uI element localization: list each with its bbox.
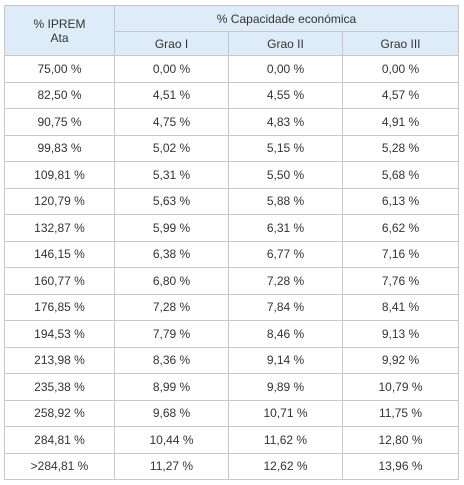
grade-3-cell: 5,28 % [341, 134, 460, 162]
grade-2-cell: 5,15 % [228, 134, 343, 162]
table-row: 90,75 % 4,75 % 4,83 % 4,91 % [4, 108, 460, 136]
grade-2-cell: 4,83 % [228, 108, 343, 136]
header-row-sub: Grao I Grao II Grao III [5, 31, 460, 56]
grade-3-cell: 9,13 % [341, 320, 460, 348]
table-row: 120,79 % 5,63 % 5,88 % 6,13 % [4, 187, 460, 215]
table-row: 82,50 % 4,51 % 4,55 % 4,57 % [4, 81, 460, 109]
iprem-cell: 258,92 % [4, 399, 115, 427]
grade-3-cell: 5,68 % [341, 161, 460, 189]
grade-1-cell: 5,02 % [114, 134, 229, 162]
grade-1-cell: 0,00 % [114, 55, 229, 83]
grade-1-cell: 5,31 % [114, 161, 229, 189]
grade-2-cell: 4,55 % [228, 81, 343, 109]
grade-3-cell: 6,62 % [341, 214, 460, 242]
table-row: 213,98 % 8,36 % 9,14 % 9,92 % [4, 346, 460, 374]
iprem-cell: 146,15 % [4, 240, 115, 268]
iprem-cell: 194,53 % [4, 320, 115, 348]
header-row-main: % IPREM Ata % Capacidade económica [4, 5, 460, 56]
table-row: 132,87 % 5,99 % 6,31 % 6,62 % [4, 214, 460, 242]
grade-1-cell: 8,99 % [114, 373, 229, 401]
grade-1-cell: 8,36 % [114, 346, 229, 374]
grade-2-cell: 7,84 % [228, 293, 343, 321]
grade-1-cell: 4,51 % [114, 81, 229, 109]
table-row: 284,81 % 10,44 % 11,62 % 12,80 % [4, 426, 460, 454]
iprem-cell: 99,83 % [4, 134, 115, 162]
iprem-cell: 284,81 % [4, 426, 115, 454]
table-row: 235,38 % 8,99 % 9,89 % 10,79 % [4, 373, 460, 401]
table-row: 75,00 % 0,00 % 0,00 % 0,00 % [4, 55, 460, 83]
grade-3-cell: 9,92 % [341, 346, 460, 374]
iprem-column-header: % IPREM Ata [4, 5, 115, 56]
table-row: 194,53 % 7,79 % 8,46 % 9,13 % [4, 320, 460, 348]
grade-1-header: Grao I [114, 31, 229, 56]
grade-2-cell: 10,71 % [228, 399, 343, 427]
grade-3-cell: 0,00 % [341, 55, 460, 83]
iprem-cell: 176,85 % [4, 293, 115, 321]
grade-3-cell: 4,91 % [341, 108, 460, 136]
table-row: 109,81 % 5,31 % 5,50 % 5,68 % [4, 161, 460, 189]
grade-2-cell: 7,28 % [228, 267, 343, 295]
grade-1-cell: 7,79 % [114, 320, 229, 348]
grade-1-cell: 6,80 % [114, 267, 229, 295]
grade-1-cell: 6,38 % [114, 240, 229, 268]
grade-1-cell: 4,75 % [114, 108, 229, 136]
grade-3-header: Grao III [341, 31, 460, 56]
iprem-cell: 160,77 % [4, 267, 115, 295]
grade-3-cell: 4,57 % [341, 81, 460, 109]
grade-2-cell: 9,89 % [228, 373, 343, 401]
grade-1-cell: 7,28 % [114, 293, 229, 321]
table-row: 258,92 % 9,68 % 10,71 % 11,75 % [4, 399, 460, 427]
iprem-cell: 75,00 % [4, 55, 115, 83]
iprem-cell: 120,79 % [4, 187, 115, 215]
table-row: 160,77 % 6,80 % 7,28 % 7,76 % [4, 267, 460, 295]
grade-1-cell: 5,99 % [114, 214, 229, 242]
capacity-table-container: % IPREM Ata % Capacidade económica Grao … [4, 5, 460, 480]
iprem-cell: 235,38 % [4, 373, 115, 401]
table-row: 146,15 % 6,38 % 6,77 % 7,16 % [4, 240, 460, 268]
grade-2-cell: 6,77 % [228, 240, 343, 268]
iprem-cell: 90,75 % [4, 108, 115, 136]
grade-3-cell: 13,96 % [341, 452, 460, 480]
grade-2-header: Grao II [228, 31, 343, 56]
grade-1-cell: 11,27 % [114, 452, 229, 480]
grade-2-cell: 0,00 % [228, 55, 343, 83]
table-header: % IPREM Ata % Capacidade económica Grao … [4, 5, 460, 56]
grade-2-cell: 6,31 % [228, 214, 343, 242]
iprem-header-line1: % IPREM [33, 16, 86, 31]
grade-2-cell: 12,62 % [228, 452, 343, 480]
table-row: 176,85 % 7,28 % 7,84 % 8,41 % [4, 293, 460, 321]
grade-3-cell: 7,76 % [341, 267, 460, 295]
table-body: 75,00 % 0,00 % 0,00 % 0,00 % 82,50 % 4,51 % 4,… [4, 55, 460, 480]
iprem-cell: 109,81 % [4, 161, 115, 189]
grade-3-cell: 8,41 % [341, 293, 460, 321]
grade-2-cell: 11,62 % [228, 426, 343, 454]
table-row: >284,81 % 11,27 % 12,62 % 13,96 % [4, 452, 460, 480]
grade-3-cell: 10,79 % [341, 373, 460, 401]
grade-1-cell: 5,63 % [114, 187, 229, 215]
grade-3-cell: 11,75 % [341, 399, 460, 427]
iprem-header-line2: Ata [50, 30, 69, 45]
grade-2-cell: 5,88 % [228, 187, 343, 215]
capacity-group-header: % Capacidade económica [113, 5, 460, 32]
grade-2-cell: 9,14 % [228, 346, 343, 374]
grade-2-cell: 5,50 % [228, 161, 343, 189]
iprem-cell: 132,87 % [4, 214, 115, 242]
iprem-cell: 213,98 % [4, 346, 115, 374]
capacity-table: % IPREM Ata % Capacidade económica Grao … [4, 5, 460, 480]
grade-3-cell: 7,16 % [341, 240, 460, 268]
grade-2-cell: 8,46 % [228, 320, 343, 348]
grade-1-cell: 10,44 % [114, 426, 229, 454]
table-row: 99,83 % 5,02 % 5,15 % 5,28 % [4, 134, 460, 162]
iprem-cell: >284,81 % [4, 452, 115, 480]
grade-3-cell: 6,13 % [341, 187, 460, 215]
grade-1-cell: 9,68 % [114, 399, 229, 427]
iprem-cell: 82,50 % [4, 81, 115, 109]
grade-3-cell: 12,80 % [341, 426, 460, 454]
